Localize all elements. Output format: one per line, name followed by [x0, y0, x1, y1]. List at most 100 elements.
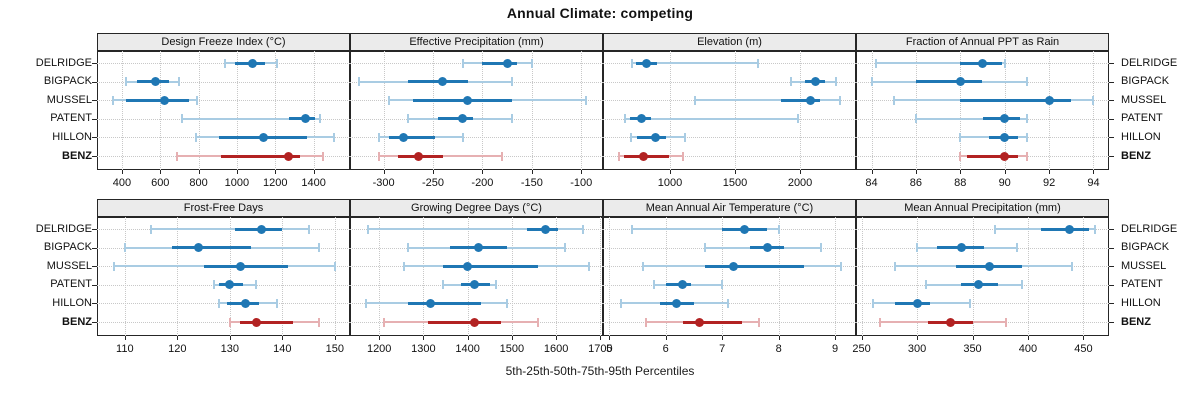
whisker-cap-low [194, 132, 197, 142]
whisker-cap-high [681, 151, 684, 161]
median-dot-bigpack [955, 77, 965, 87]
axis-tick-label: 92 [1042, 177, 1056, 189]
gridline-vertical [236, 51, 238, 170]
axis-tick-label: 450 [1074, 343, 1093, 355]
row-tick-left [92, 229, 97, 230]
median-dot-benz [251, 317, 261, 327]
axis-tick-label: 250 [852, 343, 871, 355]
gridline-vertical [800, 51, 802, 170]
whisker-cap-high [839, 261, 842, 271]
axis-tick-label: 94 [1087, 177, 1100, 189]
whisker-cap-high [757, 317, 760, 327]
axis-tick [467, 336, 469, 340]
gridline-horizontal [603, 81, 856, 83]
axis-tick-label: 600 [151, 177, 170, 189]
gridline-vertical [778, 217, 780, 336]
axis-tick [1027, 336, 1029, 340]
whisker-cap-low [181, 114, 184, 124]
whisker-cap-high [255, 280, 258, 290]
axis-tick [960, 170, 962, 174]
whisker-cap-low [618, 151, 621, 161]
gridline-vertical [609, 217, 611, 336]
whisker-cap-low [387, 95, 390, 105]
whisker-cap-low [914, 114, 917, 124]
whisker-cap-high [511, 114, 514, 124]
axis-tick [917, 336, 919, 340]
row-label-left-patent: PATENT [50, 112, 92, 125]
whisker-cap-low [377, 151, 380, 161]
median-dot-benz [695, 317, 705, 327]
whisker-iqr-mussel [443, 264, 539, 268]
whisker-cap-high [461, 132, 464, 142]
whisker-range-patent [625, 117, 799, 120]
axis-tick [379, 336, 381, 340]
axis-tick [511, 336, 513, 340]
gridline-vertical [1004, 51, 1006, 170]
whisker-cap-high [1093, 224, 1096, 234]
whisker-cap-low [879, 317, 882, 327]
whisker-iqr-mussel [125, 98, 189, 102]
gridline-vertical [871, 51, 873, 170]
axis-tick-label: 1000 [657, 177, 683, 189]
median-dot-patent [301, 114, 311, 124]
strip-fraction-of-annual-ppt-as-rain: Fraction of Annual PPT as Rain [856, 33, 1109, 51]
whisker-cap-high [318, 243, 321, 253]
gridline-horizontal [603, 284, 856, 286]
axis-tick-label: 350 [963, 343, 982, 355]
axis-tick [236, 170, 238, 174]
gridline-vertical [124, 217, 126, 336]
axis-tick-label: 800 [189, 177, 208, 189]
gridline-horizontal [97, 63, 350, 64]
panel-effective-precipitation-mm- [350, 51, 603, 170]
gridline-vertical [383, 51, 385, 170]
axis-tick [433, 170, 435, 174]
axis-tick-label: 1600 [543, 343, 569, 355]
axis-tick [778, 336, 780, 340]
whisker-cap-high [721, 280, 724, 290]
median-dot-hillon [912, 298, 922, 308]
strip-label: Growing Degree Days (°C) [411, 202, 542, 214]
axis-tick [1093, 170, 1095, 174]
median-dot-hillon [672, 298, 682, 308]
gridline-vertical [121, 51, 123, 170]
gridline-vertical [282, 217, 284, 336]
axis-tick-label: 120 [168, 343, 187, 355]
axis-tick-label: 1200 [263, 177, 288, 189]
gridline-vertical [275, 51, 277, 170]
axis-tick-label: 5 [606, 343, 613, 355]
gridline-vertical [1083, 217, 1085, 336]
strip-label: Fraction of Annual PPT as Rain [905, 36, 1060, 48]
whisker-cap-high [1003, 58, 1006, 68]
whisker-iqr-patent [437, 117, 473, 121]
row-tick-right [1109, 100, 1114, 102]
row-label-right-patent: PATENT [1121, 278, 1163, 291]
median-dot-delridge [642, 58, 652, 68]
gridline-vertical [600, 217, 602, 336]
gridline-vertical [334, 217, 336, 336]
row-label-left-hillon: HILLON [52, 130, 92, 143]
row-label-right-hillon: HILLON [1121, 296, 1161, 309]
whisker-cap-low [871, 298, 874, 308]
row-label-right-mussel: MUSSEL [1121, 93, 1167, 106]
whisker-cap-high [1025, 77, 1028, 87]
median-dot-mussel [463, 261, 473, 271]
whisker-cap-low [364, 298, 367, 308]
row-label-right-benz: BENZ [1121, 149, 1151, 162]
whisker-iqr-benz [682, 320, 742, 324]
whisker-cap-high [1021, 280, 1024, 290]
median-dot-patent [225, 280, 235, 290]
whisker-cap-low [224, 58, 227, 68]
median-dot-benz [945, 317, 955, 327]
row-label-right-hillon: HILLON [1121, 130, 1161, 143]
axis-tick [282, 336, 284, 340]
median-dot-delridge [540, 224, 550, 234]
axis-tick [1004, 170, 1006, 174]
axis-tick-label: 400 [112, 177, 132, 189]
whisker-iqr-bigpack [172, 246, 251, 250]
axis-tick-label: 1500 [722, 177, 748, 189]
whisker-cap-high [276, 58, 279, 68]
median-dot-hillon [1000, 132, 1010, 142]
axis-tick-label: 400 [1018, 343, 1038, 355]
axis-tick [423, 336, 425, 340]
